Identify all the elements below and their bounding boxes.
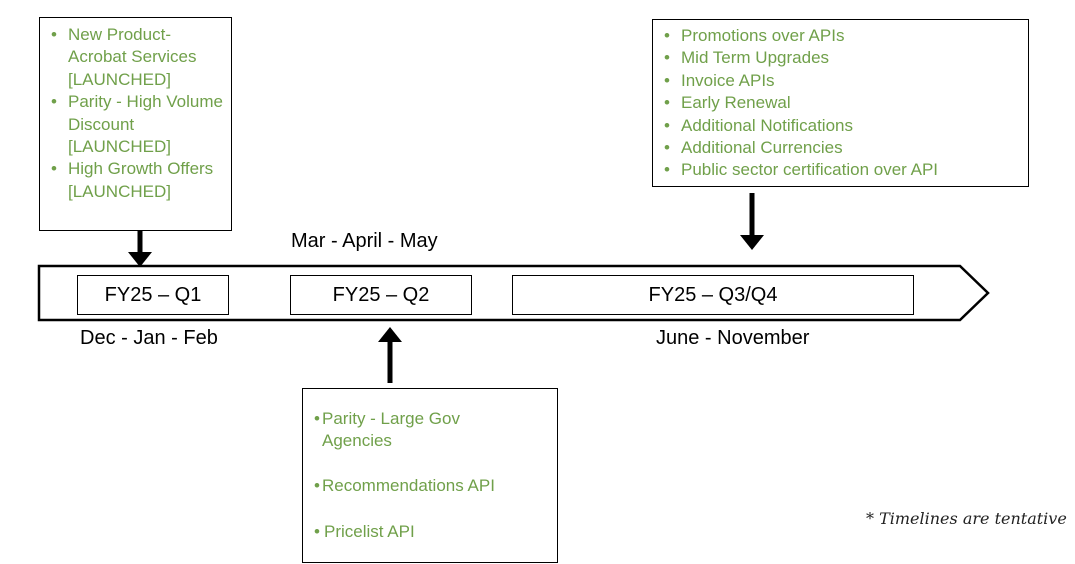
list-item: Parity - Large Gov Agencies xyxy=(303,408,517,453)
q2-bullet-list: Parity - Large Gov Agencies Recommendati… xyxy=(303,408,557,544)
q2-months-label: Mar - April - May xyxy=(291,230,438,252)
list-item: Invoice APIs xyxy=(653,70,1028,93)
q34-bullet-list: Promotions over APIs Mid Term Upgrades I… xyxy=(653,25,1028,182)
list-item: Additional Notifications xyxy=(653,115,1028,138)
list-item: High Growth Offers [LAUNCHED] xyxy=(40,158,231,203)
q34-callout-box: Promotions over APIs Mid Term Upgrades I… xyxy=(652,19,1029,187)
list-item: Additional Currencies xyxy=(653,137,1028,160)
list-item: Parity - High Volume Discount [LAUNCHED] xyxy=(40,91,231,158)
list-item: New Product- Acrobat Services [LAUNCHED] xyxy=(40,24,231,91)
up-arrow-q2 xyxy=(378,327,402,383)
q2-callout-box: Parity - Large Gov Agencies Recommendati… xyxy=(302,388,558,563)
q34-months-label: June - November xyxy=(656,327,810,349)
list-item: Promotions over APIs xyxy=(653,25,1028,48)
list-item: Recommendations API xyxy=(303,475,517,498)
q34-quarter-label: FY25 – Q3/Q4 xyxy=(648,283,778,306)
q1-quarter-box: FY25 – Q1 xyxy=(77,275,229,315)
list-item: Pricelist API xyxy=(303,521,517,544)
q1-callout-box: New Product- Acrobat Services [LAUNCHED]… xyxy=(39,17,232,231)
list-item: Public sector certification over API xyxy=(653,159,1028,182)
q1-months-label: Dec - Jan - Feb xyxy=(80,327,218,349)
q34-quarter-box: FY25 – Q3/Q4 xyxy=(512,275,914,315)
q2-quarter-box: FY25 – Q2 xyxy=(290,275,472,315)
footnote: * Timelines are tentative xyxy=(866,509,1067,528)
down-arrow-q34 xyxy=(740,193,764,250)
q1-bullet-list: New Product- Acrobat Services [LAUNCHED]… xyxy=(40,24,231,203)
q2-quarter-label: FY25 – Q2 xyxy=(332,283,430,306)
list-item: Mid Term Upgrades xyxy=(653,47,1028,70)
q1-quarter-label: FY25 – Q1 xyxy=(104,283,202,306)
list-item: Early Renewal xyxy=(653,92,1028,115)
